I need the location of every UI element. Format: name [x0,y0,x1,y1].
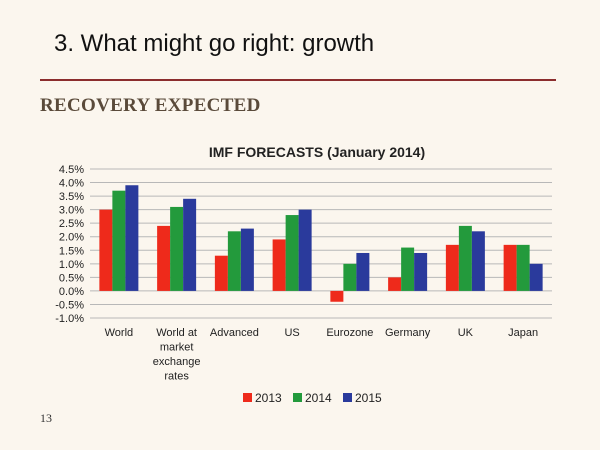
y-tick-label: -0.5% [55,299,84,311]
legend-label: 2015 [355,391,382,405]
legend-label: 2013 [255,391,282,405]
bar-2013 [388,277,402,291]
legend-label: 2014 [305,391,332,405]
y-tick-label: 1.0% [59,259,84,271]
bar-2015 [529,263,543,291]
y-tick-label: 1.5% [59,245,84,257]
bar-2014 [170,206,184,291]
y-tick-label: 3.5% [59,191,84,203]
bar-2014 [516,244,530,291]
bar-2015 [298,209,312,291]
x-category-label: UK [458,327,474,339]
x-axis: World World at market exchange rates Advanced… [105,327,539,383]
y-tick-label: 2.0% [59,232,84,244]
bar-2014 [112,190,126,291]
title-divider [40,79,556,81]
legend-swatch-2014 [293,393,302,402]
bar-2013 [503,244,517,291]
bar-2013 [157,225,171,291]
legend-swatch-2013 [243,393,252,402]
x-category-label: World [105,327,134,339]
y-axis: 4.5% 4.0%3.5% 3.0%2.5% 2.0%1.5% 1.0%0.5% 0.0%… [55,164,84,325]
bar-2013 [99,209,113,291]
bar-2015 [414,252,428,291]
y-tick-label: 2.5% [59,218,84,230]
x-category-label: US [284,327,299,339]
legend-swatch-2015 [343,393,352,402]
chart-bars [99,185,543,302]
bar-2014 [343,263,357,291]
page-number: 13 [40,411,52,425]
bar-2014 [285,215,299,291]
bar-2013 [330,290,344,302]
y-tick-label: 0.0% [59,286,84,298]
x-category-label: World at market exchange rates [153,327,201,383]
y-tick-label: 0.5% [59,272,84,284]
y-tick-label: 4.0% [59,178,84,190]
x-category-label: Germany [385,327,431,339]
bar-2015 [240,228,254,291]
bar-2013 [445,244,459,291]
bar-2013 [272,239,286,291]
bar-2015 [356,252,370,291]
bar-2015 [183,198,197,291]
x-category-label: Eurozone [326,327,373,339]
bar-2014 [227,231,241,291]
chart-legend: 2013 2014 2015 [243,391,382,405]
y-tick-label: -1.0% [55,313,84,325]
bar-2015 [125,185,139,291]
slide-subtitle: RECOVERY EXPECTED [40,95,261,116]
x-category-label: Advanced [210,327,259,339]
y-tick-label: 4.5% [59,164,84,176]
slide-title: 3. What might go right: growth [54,30,375,57]
chart-title: IMF FORECASTS (January 2014) [209,144,425,160]
bar-2014 [401,247,415,291]
y-tick-label: 3.0% [59,205,84,217]
bar-2015 [471,231,485,291]
bar-2014 [458,225,472,291]
x-category-label: Japan [508,327,538,339]
bar-2013 [214,255,228,291]
